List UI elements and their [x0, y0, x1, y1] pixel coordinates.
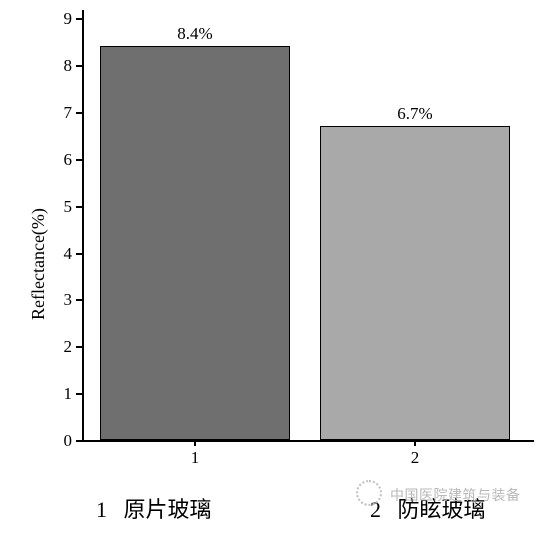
xtick-label: 2: [395, 448, 435, 468]
ytick-mark: [76, 393, 82, 395]
ytick-mark: [76, 440, 82, 442]
legend-label-1: 原片玻璃: [124, 497, 212, 522]
x-axis: [82, 440, 534, 442]
legend-key-1: 1: [96, 497, 107, 522]
ytick-mark: [76, 112, 82, 114]
ytick-mark: [76, 253, 82, 255]
ytick-mark: [76, 18, 82, 20]
legend-item-1: 1 原片玻璃: [96, 492, 212, 524]
ytick-mark: [76, 346, 82, 348]
bar-2: [320, 126, 510, 440]
ytick-label: 4: [42, 244, 72, 264]
bar-1: [100, 46, 290, 440]
ytick-mark: [76, 65, 82, 67]
ytick-mark: [76, 206, 82, 208]
reflectance-bar-chart: Reflectance(%) 0 1 2 3 4 5 6 7 8 9 8.4% …: [0, 0, 560, 536]
bar-1-value-label: 8.4%: [155, 24, 235, 44]
ytick-label: 7: [42, 103, 72, 123]
ytick-label: 1: [42, 384, 72, 404]
xtick-label: 1: [175, 448, 215, 468]
ytick-label: 9: [42, 9, 72, 29]
ytick-label: 8: [42, 56, 72, 76]
watermark-icon: [356, 480, 382, 506]
ytick-label: 5: [42, 197, 72, 217]
ytick-label: 6: [42, 150, 72, 170]
ytick-label: 2: [42, 337, 72, 357]
xtick-mark: [414, 440, 416, 446]
ytick-mark: [76, 159, 82, 161]
watermark-text: 中国医院建筑与装备: [390, 485, 521, 505]
y-axis: [82, 10, 84, 442]
xtick-mark: [194, 440, 196, 446]
ytick-mark: [76, 299, 82, 301]
ytick-label: 3: [42, 290, 72, 310]
bar-2-value-label: 6.7%: [375, 104, 455, 124]
ytick-label: 0: [42, 431, 72, 451]
